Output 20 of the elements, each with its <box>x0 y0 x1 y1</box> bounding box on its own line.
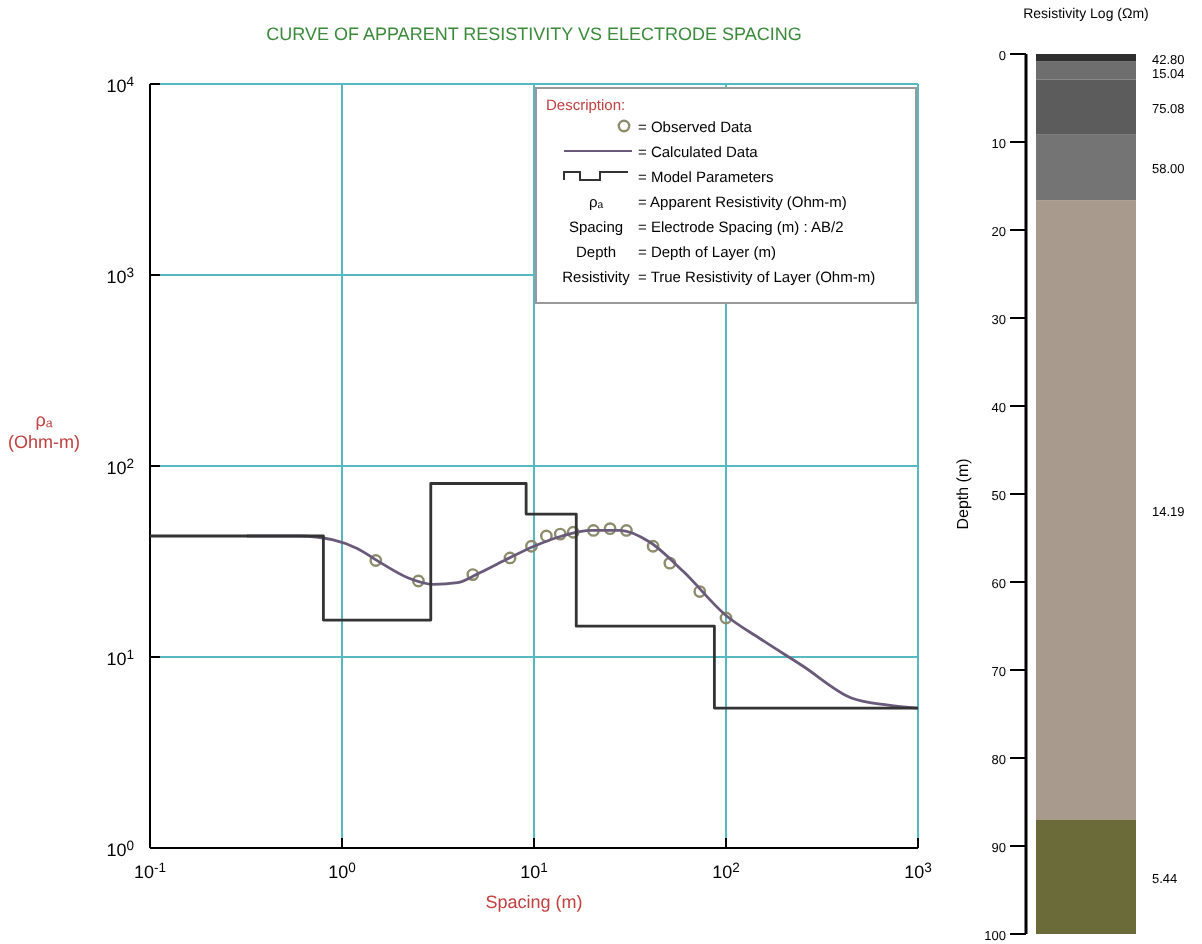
y-tick-label: 10$^{2}$ <box>106 457 135 478</box>
y-tick-label: 10$^{0}$ <box>106 839 135 860</box>
x-tick-label: 10$^{-1}$ <box>133 861 167 882</box>
bar <box>1036 61 1136 80</box>
x-axis-title: Spacing (m) <box>485 892 583 912</box>
x-tick-label: 10$^{2}$ <box>712 861 741 882</box>
y-axis-title: ρₐ (Ohm-m) <box>8 410 80 452</box>
bar <box>1036 134 1136 201</box>
x-tick-label: 10$^{3}$ <box>904 861 933 882</box>
y-tick-label: 10$^{4}$ <box>106 75 135 96</box>
bar <box>1036 79 1136 135</box>
y-tick-label: 10$^{1}$ <box>106 648 135 669</box>
chart-title: CURVE OF APPARENT RESISTIVITY VS ELECTRODE SPACING <box>266 24 802 44</box>
y-axis-title: Depth (m) <box>954 457 972 530</box>
bar <box>1036 200 1136 820</box>
x-tick-label: 10$^{1}$ <box>520 861 549 882</box>
bar <box>1036 54 1136 62</box>
y-tick-label: 10$^{3}$ <box>106 266 135 287</box>
x-tick-label: 10$^{0}$ <box>328 861 357 882</box>
bar <box>1036 819 1136 934</box>
